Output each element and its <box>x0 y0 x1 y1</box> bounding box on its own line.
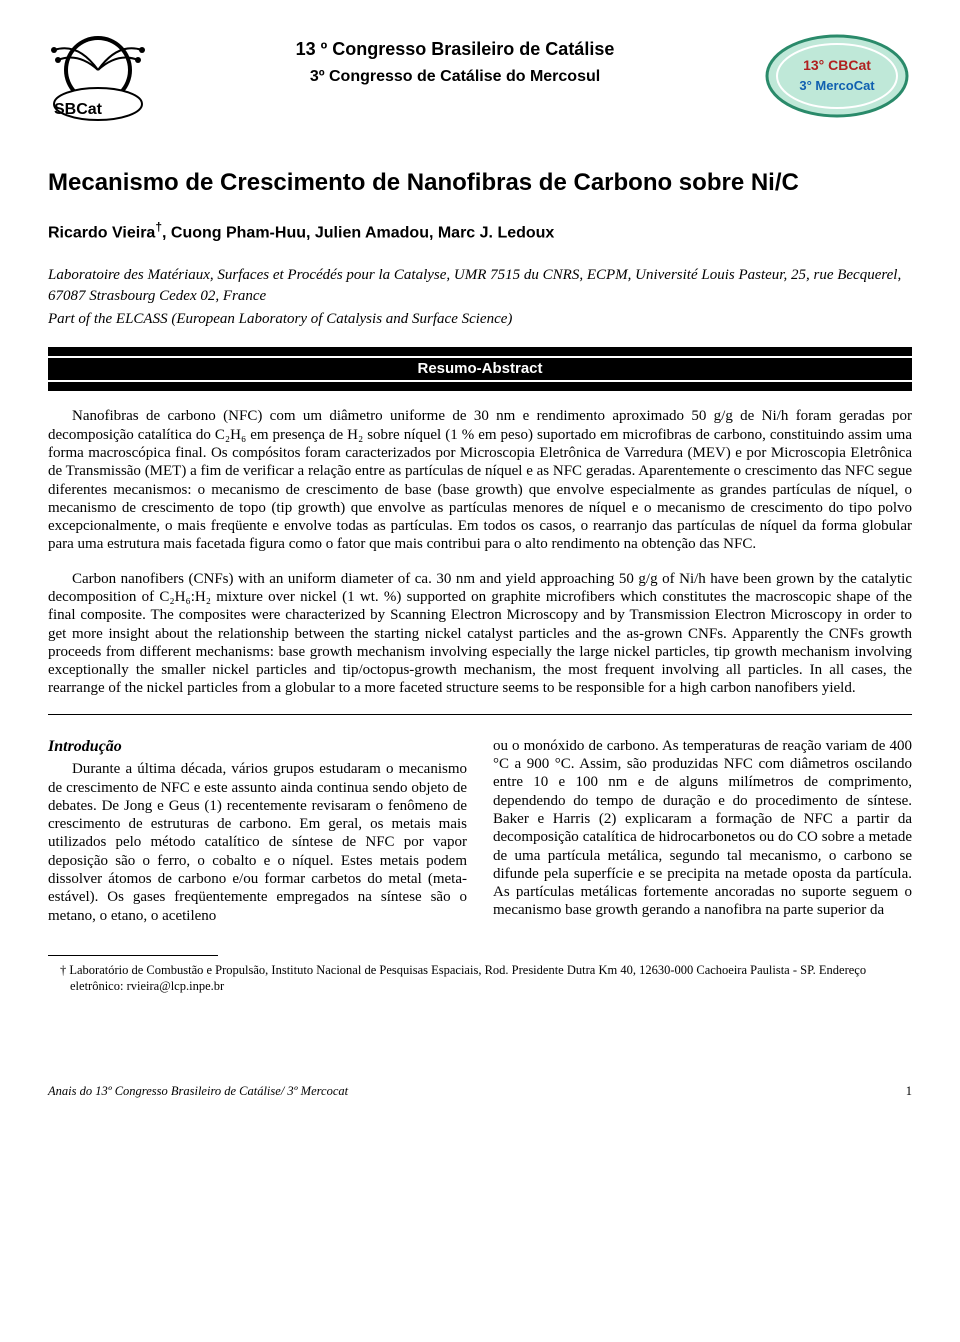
sbcat-logo-text: SBCat <box>54 100 102 120</box>
svg-text:13° CBCat: 13° CBCat <box>803 57 871 73</box>
section-divider <box>48 714 912 715</box>
affiliation: Laboratoire des Matériaux, Surfaces et P… <box>48 265 912 306</box>
intro-paragraph-left: Durante a última década, vários grupos e… <box>48 760 467 925</box>
congress-title-1: 13 º Congresso Brasileiro de Catálise <box>148 38 762 61</box>
footnote-separator <box>48 955 218 956</box>
abstract-bar: Resumo-Abstract <box>48 347 912 392</box>
abstract-en: Carbon nanofibers (CNFs) with an uniform… <box>48 570 912 698</box>
intro-paragraph-right: ou o monóxido de carbono. As temperatura… <box>493 737 912 920</box>
authors: Ricardo Vieira†, Cuong Pham-Huu, Julien … <box>48 220 912 243</box>
affiliation-note: Part of the ELCASS (European Laboratory … <box>48 310 912 329</box>
body-columns: Introdução Durante a última década, vári… <box>48 737 912 925</box>
footnote: † Laboratório de Combustão e Propulsão, … <box>48 962 912 995</box>
column-right: ou o monóxido de carbono. As temperatura… <box>493 737 912 925</box>
abstract-bar-label: Resumo-Abstract <box>48 356 912 383</box>
paper-title: Mecanismo de Crescimento de Nanofibras d… <box>48 168 912 198</box>
congress-title-2: 3º Congresso de Catálise do Mercosul <box>148 67 762 87</box>
event-badge: 13° CBCat 3° MercoCat <box>762 30 912 122</box>
svg-text:3° MercoCat: 3° MercoCat <box>799 78 875 93</box>
footer-left: Anais do 13º Congresso Brasileiro de Cat… <box>48 1084 348 1100</box>
page-number: 1 <box>906 1084 912 1100</box>
header: SBCat 13 º Congresso Brasileiro de Catál… <box>48 30 912 122</box>
intro-heading: Introdução <box>48 737 467 757</box>
abstract-pt: Nanofibras de carbono (NFC) com um diâme… <box>48 407 912 553</box>
page-footer: Anais do 13º Congresso Brasileiro de Cat… <box>48 1084 912 1100</box>
column-left: Introdução Durante a última década, vári… <box>48 737 467 925</box>
sbcat-logo: SBCat <box>48 30 148 122</box>
